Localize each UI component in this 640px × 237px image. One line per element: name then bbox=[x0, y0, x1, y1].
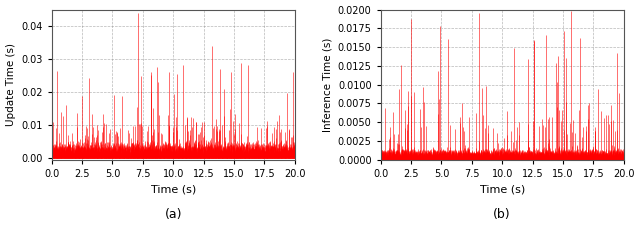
Text: (a): (a) bbox=[164, 208, 182, 221]
X-axis label: Time (s): Time (s) bbox=[150, 185, 196, 195]
Y-axis label: Update Time (s): Update Time (s) bbox=[6, 43, 15, 126]
Text: (b): (b) bbox=[493, 208, 511, 221]
Y-axis label: Inference Time (s): Inference Time (s) bbox=[322, 38, 332, 132]
X-axis label: Time (s): Time (s) bbox=[479, 185, 525, 195]
